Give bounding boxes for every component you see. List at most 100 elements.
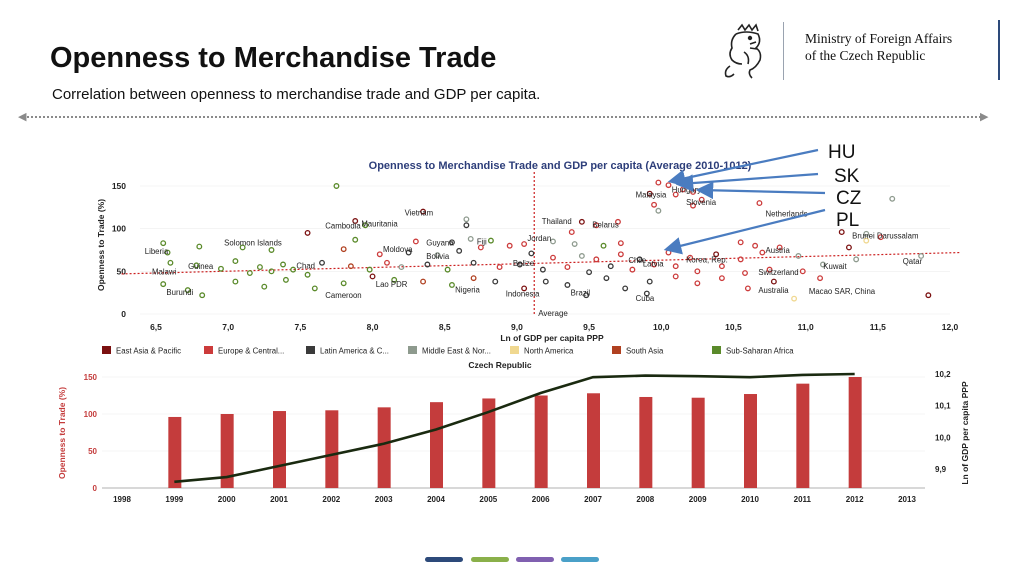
scatter-point (713, 251, 720, 258)
czech-lion-emblem-icon (720, 22, 776, 85)
scatter-x-tick: 8,5 (439, 322, 451, 332)
czech-republic-chart: Czech Republic 0 50 100 150 9,9 10,0 10,1 10,2 1… (57, 360, 970, 504)
scatter-point (467, 235, 474, 242)
combo-y-tick: 50 (88, 447, 97, 456)
bar (639, 396, 653, 488)
scatter-point (672, 263, 679, 270)
country-label: Lao PDR (376, 280, 408, 289)
country-label: Switzerland (758, 268, 798, 277)
bar (587, 393, 600, 488)
scatter-point (470, 259, 477, 266)
annotation-hu: HU (828, 142, 855, 163)
scatter-point (456, 247, 463, 254)
legend-label: North America (524, 347, 574, 356)
scatter-x-tick: 7,0 (222, 322, 234, 332)
scatter-point (528, 250, 535, 257)
scatter-point (496, 264, 503, 271)
scatter-point (617, 251, 624, 258)
legend-label: Sub-Saharan Africa (726, 347, 794, 356)
scatter-y-tick: 50 (117, 266, 127, 276)
legend-label: Middle East & Nor... (422, 347, 491, 356)
scatter-point (586, 269, 593, 276)
scatter-point (340, 246, 347, 253)
scatter-y-tick: 100 (112, 224, 126, 234)
scatter-point (412, 238, 419, 245)
scatter-point (347, 263, 354, 270)
country-label: Guyana (426, 238, 454, 247)
combo-x-tick: 2009 (689, 495, 707, 504)
scatter-point (196, 243, 203, 250)
country-label: Guinea (188, 262, 214, 271)
right-accent-bar (998, 20, 1000, 80)
combo-title: Czech Republic (468, 360, 532, 370)
combo-x-tick: 2002 (322, 495, 340, 504)
scatter-point (622, 285, 629, 292)
scatter-point (193, 262, 200, 269)
legend-swatch (306, 346, 315, 354)
combo-x-tick: 1998 (113, 495, 131, 504)
scatter-point (424, 261, 431, 268)
bottom-pill (471, 557, 509, 562)
combo-y-tick: 150 (84, 373, 98, 382)
scatter-point (160, 281, 167, 288)
ministry-line-1: Ministry of Foreign Affairs (805, 31, 953, 46)
scatter-point (615, 218, 621, 225)
scatter-point (352, 236, 359, 243)
bar (325, 410, 339, 488)
country-label: Korea, Rep. (686, 255, 728, 264)
scatter-point (319, 259, 325, 266)
bottom-pill (516, 557, 554, 562)
annotation-sk: SK (834, 166, 860, 187)
scatter-point (593, 222, 600, 229)
combo-x-tick: 2006 (532, 495, 550, 504)
scatter-point (791, 295, 798, 302)
legend-label: South Asia (626, 347, 664, 356)
scatter-point (268, 268, 275, 275)
country-label: Chad (296, 261, 315, 270)
scatter-point (539, 266, 546, 273)
scatter-point (369, 273, 376, 280)
bar (482, 398, 496, 488)
ministry-name: Ministry of Foreign Affairs of the Czech… (805, 30, 952, 64)
scatter-x-tick: 11,0 (798, 322, 814, 332)
country-label: Belarus (592, 220, 619, 229)
scatter-point (290, 266, 297, 273)
combo-x-tick: 2008 (636, 495, 654, 504)
scatter-point (593, 256, 600, 263)
scatter-point (420, 278, 427, 285)
scatter-point (564, 282, 571, 288)
scatter-point (795, 253, 802, 259)
country-label: Belize (513, 259, 534, 268)
scatter-point (845, 244, 852, 251)
country-label: Malawi (152, 267, 177, 276)
scatter-point (820, 261, 826, 268)
bottom-pill (425, 557, 463, 562)
scatter-point (770, 278, 777, 285)
scatter-point (246, 270, 253, 276)
scatter-point (629, 266, 636, 273)
scatter-point (737, 239, 744, 246)
scatter-point (643, 290, 650, 297)
combo-x-tick: 2007 (584, 495, 602, 504)
scatter-point (391, 276, 398, 283)
combo-y2-axis-label: Ln of GDP per capita PPP (960, 381, 970, 485)
scatter-point (694, 280, 701, 287)
scatter-point (420, 208, 427, 215)
scatter-point (542, 278, 549, 285)
scatter-y-tick: 150 (112, 181, 126, 191)
bottom-pill (561, 557, 599, 562)
scatter-point (690, 202, 696, 209)
scatter-point (853, 256, 860, 263)
scatter-point (232, 258, 239, 265)
scatter-point (799, 268, 806, 275)
scatter-point (160, 240, 167, 247)
scatter-point (376, 251, 383, 258)
scatter-point (398, 264, 405, 271)
bar (848, 377, 862, 488)
bar (691, 397, 705, 488)
country-label: Liberia (145, 247, 169, 256)
legend-label: Europe & Central... (218, 347, 284, 356)
scatter-x-tick: 8,0 (367, 322, 379, 332)
country-label: Qatar (903, 257, 923, 266)
scatter-point (444, 266, 451, 273)
